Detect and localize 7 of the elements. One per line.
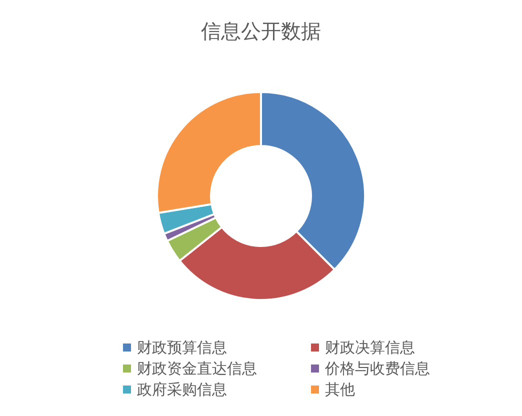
legend-label: 财政决算信息 [325,338,415,356]
legend-label: 财政资金直达信息 [137,360,257,378]
legend-label: 政府采购信息 [137,380,227,398]
chart-title: 信息公开数据 [201,19,321,43]
legend-label: 财政预算信息 [137,338,227,356]
legend-label: 其他 [325,380,355,398]
legend-label: 价格与收费信息 [324,360,430,378]
